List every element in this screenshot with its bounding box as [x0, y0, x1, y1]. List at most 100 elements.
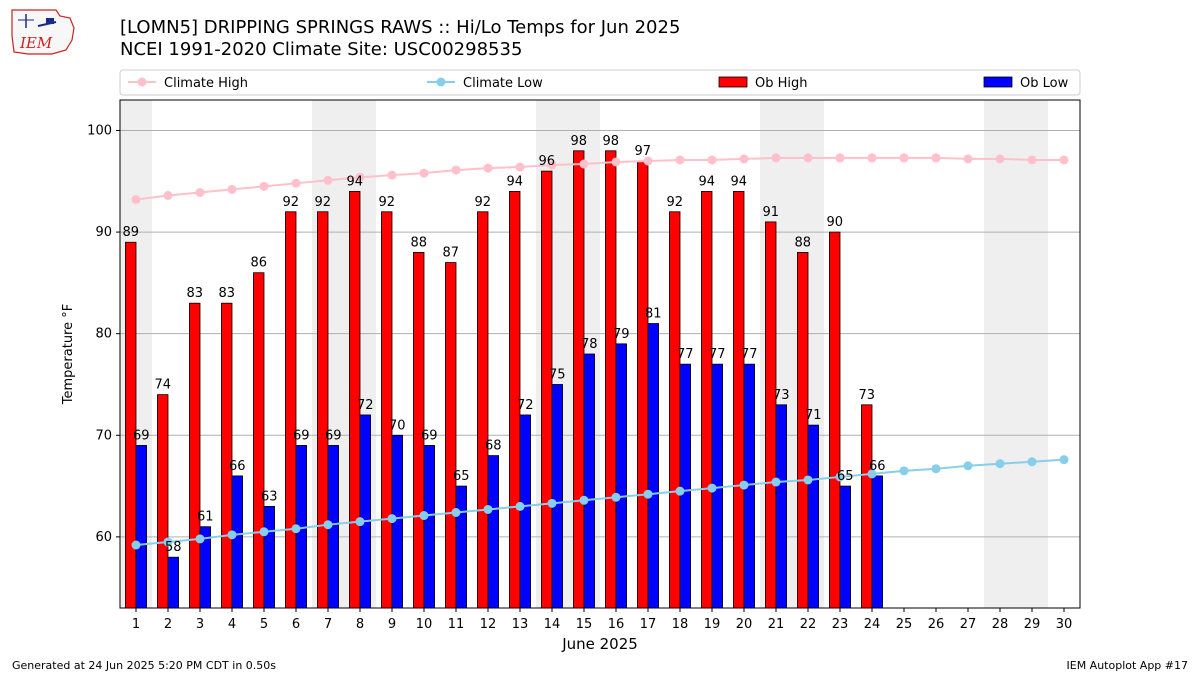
ob-high-label: 94	[506, 174, 523, 189]
ob-high-bar	[765, 221, 777, 609]
x-tick-label: 30	[1056, 617, 1073, 632]
ob-high-bar	[733, 191, 745, 609]
climate-low-point	[1027, 457, 1037, 467]
climate-low-point	[131, 540, 141, 550]
x-tick-label: 24	[864, 617, 881, 632]
title-line-2: NCEI 1991-2020 Climate Site: USC00298535	[120, 39, 523, 60]
x-tick-label: 26	[928, 617, 945, 632]
chart-title: [LOMN5] DRIPPING SPRINGS RAWS :: Hi/Lo T…	[120, 17, 680, 61]
x-tick-label: 23	[832, 617, 849, 632]
ob-high-bar	[669, 211, 681, 609]
ob-low-bar	[231, 475, 243, 609]
x-tick-label: 15	[576, 617, 593, 632]
plot-frame	[119, 99, 1081, 609]
x-tick-label: 10	[416, 617, 433, 632]
climate-high-point	[739, 154, 749, 164]
title-line-1: [LOMN5] DRIPPING SPRINGS RAWS :: Hi/Lo T…	[120, 17, 681, 38]
climate-high-point	[483, 163, 493, 173]
climate-low-point	[675, 486, 685, 496]
climate-low-point	[419, 511, 429, 521]
climate-high-point	[227, 184, 237, 194]
ob-high-bar	[125, 241, 137, 609]
climate-low-point	[547, 498, 557, 508]
ob-low-label: 73	[773, 388, 790, 403]
climate-low-point	[483, 504, 493, 514]
x-tick-label: 1	[132, 617, 140, 632]
climate-high-point	[131, 195, 141, 205]
ob-high-label: 98	[602, 134, 619, 149]
climate-low-point	[643, 489, 653, 499]
ob-high-bar	[317, 211, 329, 609]
x-tick-label: 21	[768, 617, 785, 632]
logo-text: IEM	[19, 34, 53, 52]
ob-low-label: 78	[581, 337, 598, 352]
climate-high-point	[611, 157, 621, 167]
climate-high-point	[995, 154, 1005, 164]
climate-low-point	[931, 464, 941, 474]
climate-low-point	[803, 475, 813, 485]
ob-low-label: 69	[293, 428, 310, 443]
ob-high-legend-swatch	[718, 76, 748, 88]
ob-high-bar	[701, 191, 713, 609]
ob-high-label: 88	[410, 235, 427, 250]
climate-high-point	[451, 165, 461, 175]
footer-generated: Generated at 24 Jun 2025 5:20 PM CDT in …	[12, 659, 277, 672]
climate-high-point	[515, 162, 525, 172]
climate-high-point	[259, 181, 269, 191]
ob-low-label: 77	[709, 347, 726, 362]
climate-high-point	[1027, 155, 1037, 165]
y-axis-label: Temperature °F	[61, 304, 76, 405]
climate-high-point	[771, 153, 781, 163]
ob-high-bar	[157, 394, 169, 609]
climate-high-legend-marker	[137, 77, 147, 87]
ob-high-label: 92	[666, 195, 683, 210]
climate-high-point	[291, 178, 301, 188]
climate-high-line	[135, 156, 1064, 201]
ob-high-label: 90	[826, 215, 843, 230]
bars	[125, 150, 883, 609]
ob-low-bar	[455, 485, 467, 609]
climate-low-point	[451, 507, 461, 517]
climate-high-point	[355, 172, 365, 182]
ob-low-bar	[519, 414, 531, 609]
ob-low-bar	[871, 475, 883, 609]
ob-low-label: 69	[325, 428, 342, 443]
x-tick-label: 8	[356, 617, 364, 632]
climate-low-point	[355, 517, 365, 527]
ob-low-label: 72	[517, 398, 534, 413]
ob-high-label: 98	[570, 134, 587, 149]
ob-high-label: 91	[762, 205, 779, 220]
y-tick-label: 70	[95, 428, 112, 443]
weekend-band	[984, 100, 1048, 608]
climate-low-point	[611, 492, 621, 502]
legend: Climate High Climate Low Ob High Ob Low	[119, 69, 1081, 96]
ob-high-label: 92	[314, 195, 331, 210]
x-tick-label: 17	[640, 617, 657, 632]
x-tick-label: 16	[608, 617, 625, 632]
climate-high-point	[163, 191, 173, 201]
climate-high-point	[323, 175, 333, 185]
climate-low-point	[899, 466, 909, 476]
ob-high-bar	[285, 211, 297, 609]
ob-low-label: 71	[805, 408, 822, 423]
y-tick-label: 60	[95, 530, 112, 545]
climate-low-point	[163, 537, 173, 547]
ob-low-bar	[807, 424, 819, 609]
ob-low-bar	[167, 556, 179, 609]
ob-low-label: 61	[197, 510, 214, 525]
ob-high-bar	[221, 302, 233, 609]
ob-low-label: 58	[165, 540, 182, 555]
ob-low-label: 72	[357, 398, 374, 413]
x-tick-label: 22	[800, 617, 817, 632]
ob-low-label: 65	[837, 469, 854, 484]
ob-high-label: 92	[282, 195, 299, 210]
y-tick-label: 90	[95, 225, 112, 240]
legend-box	[119, 69, 1081, 96]
ob-low-label: 63	[261, 489, 278, 504]
ob-low-bar	[423, 445, 435, 609]
climate-high-point	[643, 156, 653, 166]
ob-high-label: 94	[730, 174, 747, 189]
ob-high-bar	[253, 272, 265, 609]
ob-high-label: 92	[474, 195, 491, 210]
ob-low-bar	[647, 323, 659, 609]
